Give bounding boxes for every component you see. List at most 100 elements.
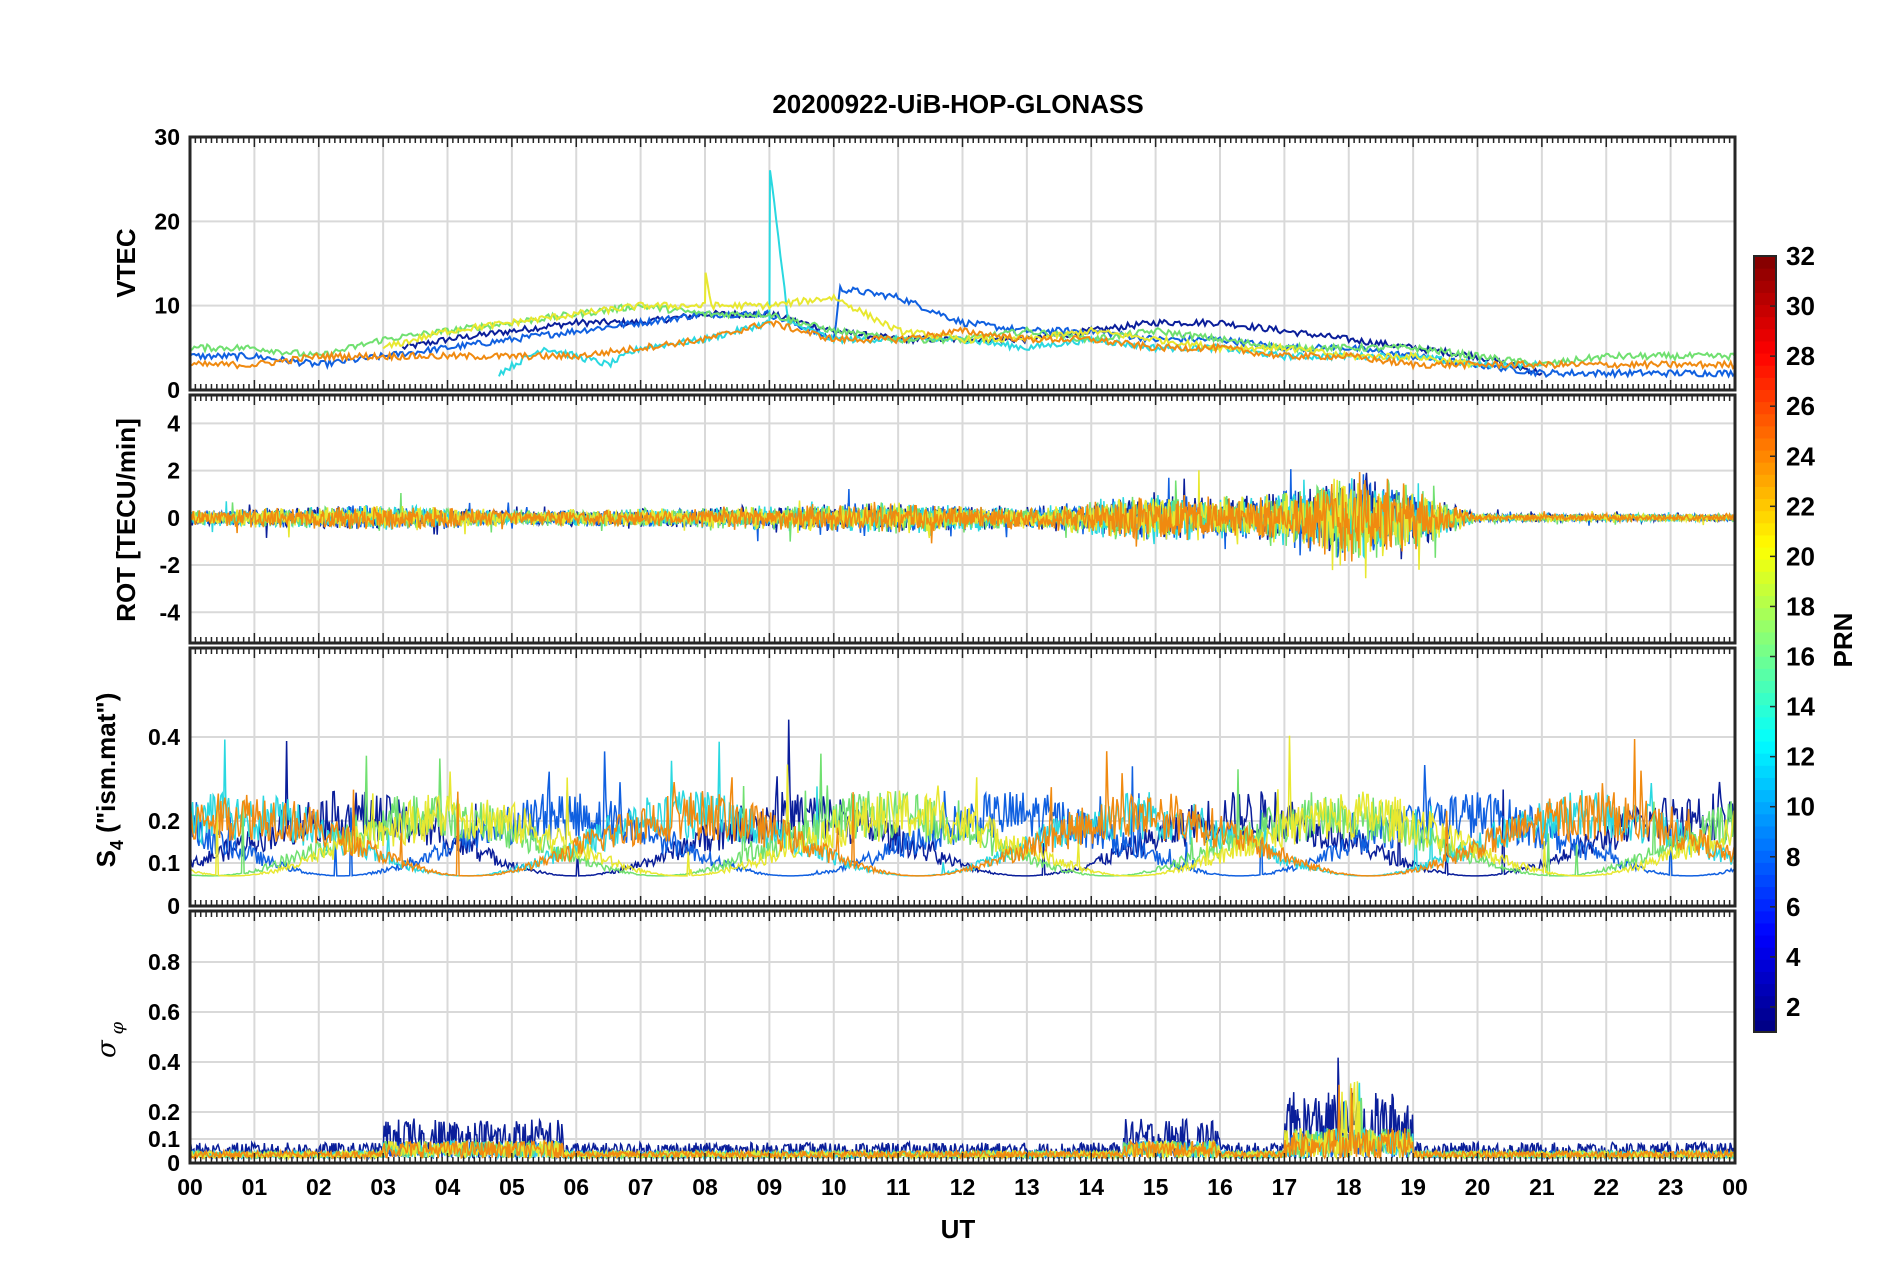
panel-1-traces: [190, 170, 1735, 379]
x-tick-label: 10: [821, 1174, 847, 1200]
colorbar-segment: [1754, 644, 1776, 657]
colorbar-segment: [1754, 728, 1776, 742]
colorbar-segment: [1754, 850, 1776, 863]
colorbar-segment: [1754, 886, 1776, 900]
colorbar-segment: [1754, 704, 1776, 718]
y-tick-label: 4: [167, 410, 180, 436]
colorbar-segment: [1754, 304, 1776, 318]
y-tick-label: 0: [167, 377, 180, 403]
colorbar-tick-label: 30: [1786, 291, 1815, 321]
x-tick-label: 15: [1143, 1174, 1169, 1200]
colorbar-tick-label: 2: [1786, 992, 1800, 1022]
s4-trace: [190, 719, 1735, 877]
y-tick-label: 2: [167, 458, 180, 484]
s4-trace: [190, 738, 1735, 877]
panel-4: 00.10.2 0.4 0.6 0.8: [148, 911, 1736, 1176]
x-tick-label: 06: [563, 1174, 589, 1200]
x-tick-label: 21: [1529, 1174, 1555, 1200]
colorbar-tick-label: 28: [1786, 341, 1815, 371]
colorbar-segment: [1754, 353, 1776, 366]
colorbar-segment: [1754, 340, 1776, 354]
colorbar-segment: [1754, 656, 1776, 669]
colorbar-segment: [1754, 571, 1776, 584]
colorbar-segment: [1754, 377, 1776, 390]
s4-trace: [190, 753, 1735, 877]
vtec-trace-prn-23: [190, 320, 1735, 371]
x-tick-label: 00: [177, 1174, 203, 1200]
colorbar-segment: [1754, 450, 1776, 463]
colorbar-segment: [1754, 522, 1776, 536]
colorbar-segment: [1754, 825, 1776, 839]
x-tick-label: 19: [1400, 1174, 1426, 1200]
colorbar-segment: [1754, 1007, 1776, 1021]
colorbar-segment: [1754, 534, 1776, 548]
y-tick-label: 0.6: [148, 999, 180, 1025]
colorbar-segment: [1754, 692, 1776, 706]
colorbar-tick-label: 16: [1786, 642, 1815, 672]
colorbar-tick-label: 32: [1786, 241, 1815, 271]
colorbar-segment: [1754, 474, 1776, 487]
colorbar-tick-label: 26: [1786, 391, 1815, 421]
colorbar-segment: [1754, 280, 1776, 293]
colorbar-tick-label: 14: [1786, 692, 1815, 722]
colorbar-segment: [1754, 401, 1776, 415]
colorbar-segment: [1754, 486, 1776, 500]
chart-title: 20200922-UiB-HOP-GLONASS: [772, 89, 1143, 119]
colorbar-tick-label: 18: [1786, 591, 1815, 621]
colorbar-segment: [1754, 680, 1776, 694]
colorbar-segment: [1754, 838, 1776, 851]
y-tick-label: 0.4: [148, 1049, 180, 1075]
x-tick-label: 08: [692, 1174, 718, 1200]
colorbar-tick-label: 8: [1786, 842, 1800, 872]
colorbar-tick-label: 24: [1786, 441, 1815, 471]
colorbar-segment: [1754, 910, 1776, 924]
panel-3: 0 0.1 0.2 0.4: [148, 648, 1736, 919]
panel-4-frame: [188, 909, 1737, 1165]
colorbar-segment: [1754, 983, 1776, 997]
x-axis-label: UT: [941, 1214, 976, 1244]
colorbar-segment: [1754, 547, 1776, 560]
colorbar-segment: [1754, 741, 1776, 754]
y-tick-label: 0: [167, 505, 180, 531]
colorbar-segment: [1754, 510, 1776, 524]
y-axis-label-s4: S4 ("ism.mat"): [91, 693, 127, 868]
y-tick-label: 10: [154, 293, 180, 319]
colorbar-segment: [1754, 813, 1776, 827]
panel-2: -4 -2 0 2 4: [160, 395, 1736, 643]
colorbar-tick-label: 12: [1786, 742, 1815, 772]
colorbar-segment: [1754, 668, 1776, 681]
vtec-trace-prn-3: [401, 309, 1543, 376]
x-tick-label: 00: [1722, 1174, 1748, 1200]
colorbar-tick-label: 6: [1786, 892, 1800, 922]
colorbar-segment: [1754, 365, 1776, 378]
s4-trace: [190, 751, 1735, 877]
colorbar-segment: [1754, 268, 1776, 281]
x-tick-label: 09: [757, 1174, 783, 1200]
x-tick-label: 17: [1272, 1174, 1298, 1200]
vtec-trace-prn-16: [190, 302, 1735, 368]
colorbar-segment: [1754, 328, 1776, 342]
colorbar-tick-label: 22: [1786, 491, 1815, 521]
x-tick-label: 23: [1658, 1174, 1684, 1200]
colorbar-segment: [1754, 801, 1776, 815]
panel-3-frame: [188, 646, 1737, 908]
x-tick-label: 05: [499, 1174, 525, 1200]
colorbar-segment: [1754, 292, 1776, 306]
panel-2-traces: [190, 469, 1735, 579]
x-tick-label: 11: [886, 1174, 911, 1200]
colorbar-segment: [1754, 874, 1776, 888]
colorbar-segment: [1754, 995, 1776, 1009]
y-tick-label: 0.2: [148, 1099, 180, 1125]
colorbar-segment: [1754, 935, 1776, 948]
y-tick-label: 0.8: [148, 949, 180, 975]
x-tick-label: 14: [1078, 1174, 1104, 1200]
colorbar-segment: [1754, 437, 1776, 451]
colorbar-segment: [1754, 1019, 1776, 1033]
colorbar-tick-label: 20: [1786, 541, 1815, 571]
colorbar-segment: [1754, 462, 1776, 475]
colorbar-segment: [1754, 607, 1776, 621]
colorbar-segment: [1754, 789, 1776, 803]
colorbar-tick-label: 10: [1786, 792, 1815, 822]
colorbar-segment: [1754, 971, 1776, 985]
x-tick-label: 02: [306, 1174, 332, 1200]
